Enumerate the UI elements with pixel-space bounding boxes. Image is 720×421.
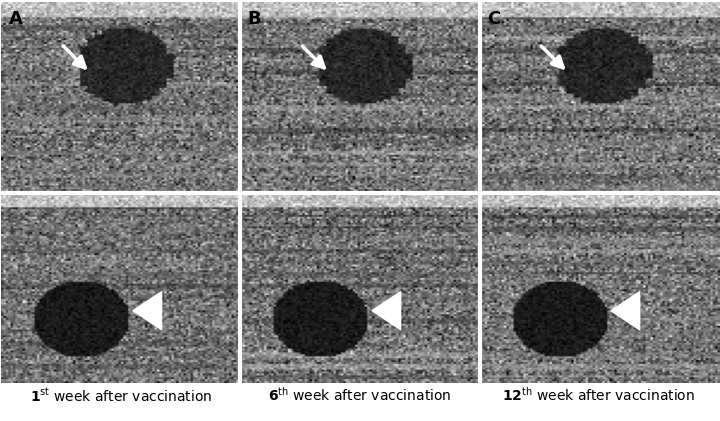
- Text: A: A: [9, 10, 22, 28]
- Text: $\mathbf{6}^{\mathrm{th}}$ week after vaccination: $\mathbf{6}^{\mathrm{th}}$ week after va…: [269, 386, 451, 404]
- Text: B: B: [248, 10, 261, 28]
- Text: C: C: [487, 10, 500, 28]
- Polygon shape: [133, 292, 161, 330]
- Polygon shape: [611, 292, 639, 330]
- Text: $\mathbf{12}^{\mathrm{th}}$ week after vaccination: $\mathbf{12}^{\mathrm{th}}$ week after v…: [503, 386, 696, 404]
- Text: $\mathbf{1}^{\mathrm{st}}$ week after vaccination: $\mathbf{1}^{\mathrm{st}}$ week after va…: [30, 386, 212, 404]
- Polygon shape: [372, 292, 400, 330]
